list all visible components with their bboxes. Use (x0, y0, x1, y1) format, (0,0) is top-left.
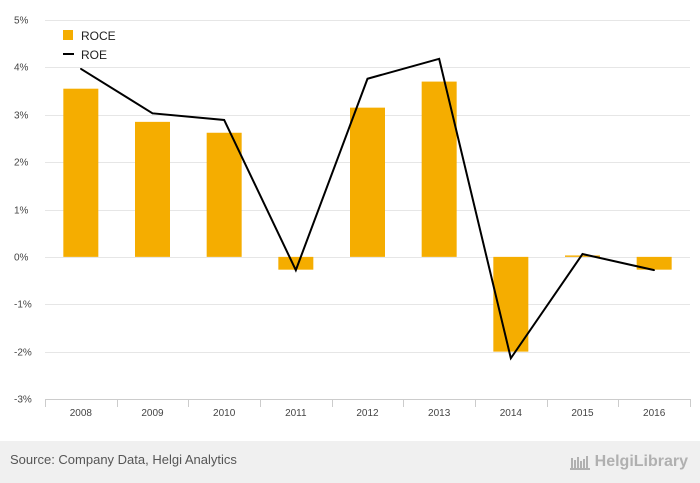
roe-point-2015 (581, 253, 584, 255)
x-tick-label: 2015 (571, 408, 594, 419)
brand-logo: HelgiLibrary (569, 450, 688, 474)
roe-point-2010 (223, 119, 225, 121)
x-tick-label: 2010 (213, 408, 236, 419)
x-tick-label: 2013 (428, 408, 451, 419)
roe-point-2012 (366, 77, 369, 80)
y-tick-label: -3% (14, 395, 32, 406)
x-tick-label: 2016 (643, 408, 666, 419)
legend-roce-label: ROCE (81, 29, 116, 43)
roe-line-layer (80, 57, 655, 361)
roce-bar-2015 (565, 255, 600, 257)
roe-point-2013 (438, 58, 440, 60)
roe-point-2008 (80, 67, 82, 70)
roce-bar-2008 (63, 88, 99, 257)
roe-point-2016 (653, 269, 655, 271)
roce-bar-2012 (350, 107, 385, 257)
legend-roce-swatch (63, 30, 73, 40)
legend: ROCE ROE (63, 29, 116, 62)
x-tick-label: 2011 (285, 408, 307, 419)
y-tick-label: 1% (14, 206, 29, 217)
x-tick-label: 2009 (141, 408, 164, 419)
chart: -3% -2% -1% 0% 1% 2% 3% 4% 5% 2008 2009 2010 2011 201… (14, 16, 691, 419)
y-tick-label: -1% (14, 300, 32, 311)
x-tick-label: 2008 (70, 408, 93, 419)
roce-bar-2014 (493, 256, 529, 352)
y-tick-label: 0% (14, 253, 29, 264)
roce-bar-2010 (206, 132, 242, 257)
roe-point-2009 (151, 112, 154, 115)
roce-bar-2009 (135, 121, 170, 257)
y-tick-label: 4% (14, 63, 29, 74)
x-tick-label: 2014 (500, 408, 523, 419)
legend-roe-label: ROE (81, 48, 107, 62)
axes: -3% -2% -1% 0% 1% 2% 3% 4% 5% 2008 2009 2010 2011 201… (14, 16, 691, 419)
y-tick-label: 2% (14, 158, 29, 169)
roe-point-2011 (295, 269, 297, 271)
y-tick-label: 5% (14, 16, 29, 27)
roce-bar-2016 (636, 256, 672, 270)
roce-bar-2011 (278, 256, 314, 270)
roce-bars (63, 81, 672, 352)
x-tick-label: 2012 (356, 408, 379, 419)
source-text: Source: Company Data, Helgi Analytics (10, 452, 237, 467)
roe-point-2014 (510, 357, 512, 360)
library-icon (569, 456, 590, 470)
y-tick-label: -2% (14, 348, 32, 359)
y-tick-label: 3% (14, 111, 29, 122)
brand-name: HelgiLibrary (594, 453, 688, 470)
footer: Source: Company Data, Helgi Analytics He… (0, 441, 700, 483)
